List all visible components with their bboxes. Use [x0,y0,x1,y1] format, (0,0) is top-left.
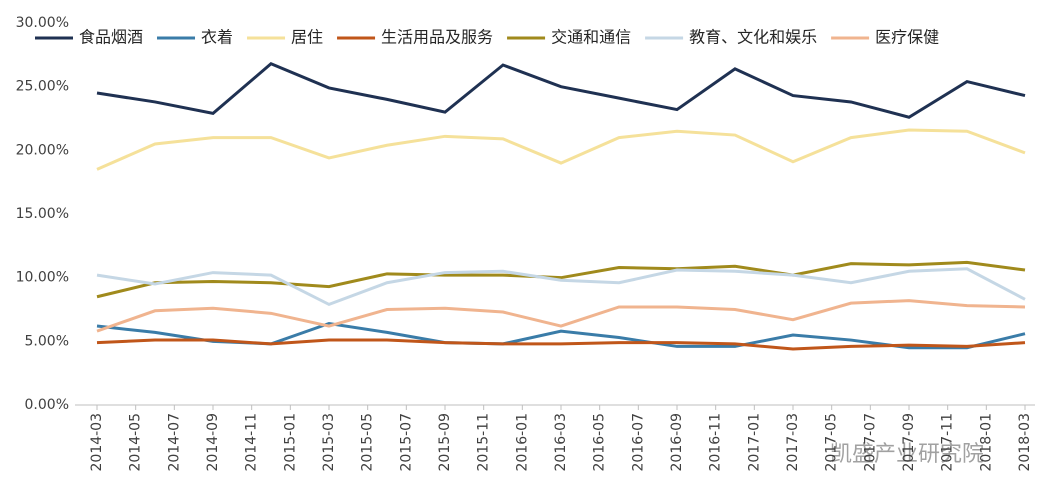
legend-label: 生活用品及服务 [381,28,493,47]
series-line [96,260,1026,299]
series-line [96,267,1026,307]
x-tick-label: 2016-01 [514,413,530,472]
x-tick-label: 2016-11 [708,413,724,472]
x-tick-label: 2015-09 [437,413,453,472]
x-tick-label: 2015-03 [321,413,337,472]
x-tick-label: 2014-09 [205,413,221,472]
x-tick-label: 2018-03 [1017,413,1033,472]
x-tick-label: 2015-05 [360,413,376,472]
legend-label: 衣着 [201,28,233,47]
y-tick-label: 5.00% [25,333,69,349]
y-tick-label: 30.00% [16,15,69,31]
y-tick-label: 0.00% [25,397,69,413]
x-tick-label: 2014-11 [244,413,260,472]
x-tick-label: 2016-05 [592,413,608,472]
x-tick-label: 2017-11 [940,413,956,472]
x-tick-label: 2016-03 [553,413,569,472]
x-tick-label: 2017-09 [901,413,917,472]
y-tick-label: 15.00% [16,206,69,222]
x-tick-label: 2016-09 [669,413,685,472]
x-tick-label: 2016-07 [630,413,646,472]
x-tick-label: 2015-11 [476,413,492,472]
x-tick-label: 2014-03 [89,413,105,472]
y-tick-label: 10.00% [16,270,69,286]
legend-label: 医疗保健 [875,28,939,47]
y-tick-label: 25.00% [16,79,69,95]
series-line [96,62,1026,119]
x-tick-label: 2014-05 [128,413,144,472]
series-line [96,338,1026,351]
legend-label: 居住 [291,28,323,47]
legend-label: 教育、文化和娱乐 [689,28,817,47]
y-tick-label: 20.00% [16,142,69,158]
x-tick-label: 2014-07 [166,413,182,472]
x-tick-label: 2017-05 [824,413,840,472]
x-tick-label: 2017-07 [862,413,878,472]
x-tick-label: 2015-01 [282,413,298,472]
legend-label: 食品烟酒 [79,28,143,47]
legend-label: 交通和通信 [551,28,631,47]
x-tick-label: 2017-01 [746,413,762,472]
series-line [96,299,1026,333]
x-tick-label: 2018-01 [978,413,994,472]
x-tick-label: 2017-03 [785,413,801,472]
series-line [96,128,1026,171]
x-tick-label: 2015-07 [398,413,414,472]
watermark: 凯盛产业研究院 [830,442,984,467]
